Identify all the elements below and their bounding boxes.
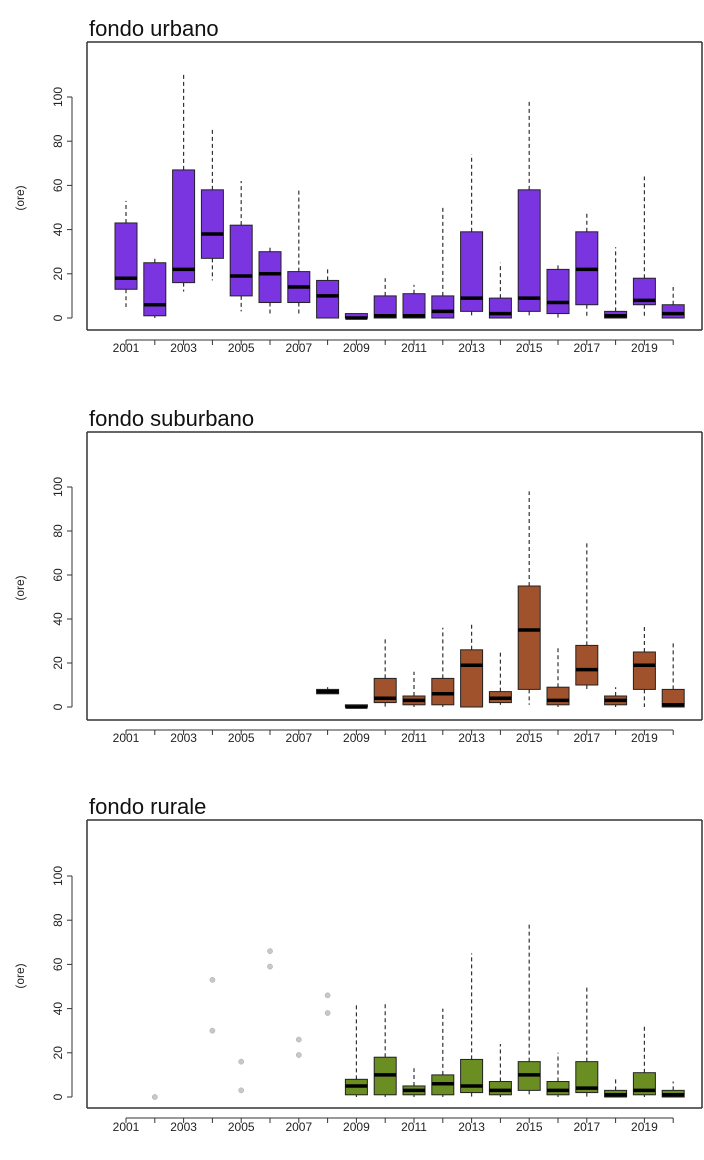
panel-2-box <box>517 585 541 690</box>
panel-1-box <box>632 277 656 306</box>
panel-3-x-tick-label: 2009 <box>343 1120 370 1134</box>
panel-1-x-tick-label: 2009 <box>343 341 370 355</box>
panel-3-point <box>209 977 216 983</box>
panel-2-y-tick-label: 20 <box>51 656 65 670</box>
panel-2-title: fondo suburbano <box>89 406 254 431</box>
panel-3-title: fondo rurale <box>89 794 206 819</box>
panel-3-x-tick-label: 2007 <box>285 1120 312 1134</box>
panel-1-box <box>143 262 167 317</box>
panel-2-x-tick-label: 2003 <box>170 731 197 745</box>
panel-1-y-tick-label: 80 <box>51 134 65 148</box>
panel-2-x-tick-label: 2001 <box>113 731 140 745</box>
panel-2-y-label: (ore) <box>13 575 27 600</box>
panel-1-x-tick-label: 2003 <box>170 341 197 355</box>
panel-3-box <box>575 1061 599 1094</box>
panel-2-x-tick-label: 2005 <box>228 731 255 745</box>
panel-3-point <box>324 1010 331 1016</box>
panel-2-y-tick-label: 40 <box>51 612 65 626</box>
panel-1-y-label: (ore) <box>13 185 27 210</box>
panel-3-x-tick-label: 2013 <box>458 1120 485 1134</box>
panel-2-y-tick-label: 0 <box>51 703 65 710</box>
panel-3-point <box>267 948 273 954</box>
panel-1-x-tick-label: 2017 <box>573 341 600 355</box>
panel-1-y-tick-label: 60 <box>51 178 65 192</box>
panel-3-box <box>488 1081 512 1096</box>
panel-1-box <box>460 231 484 312</box>
panel-3-x-tick-label: 2011 <box>401 1120 427 1134</box>
panel-1-x-tick-label: 2007 <box>285 341 312 355</box>
panel-2-x-tick-label: 2013 <box>458 731 485 745</box>
panel-3-y-tick-label: 20 <box>51 1046 65 1060</box>
panel-3-y-tick-label: 80 <box>51 913 65 927</box>
panel-2-box <box>661 688 685 708</box>
panel-1-title: fondo urbano <box>89 16 219 41</box>
panel-2-box <box>575 644 599 686</box>
panel-2-box <box>460 649 484 708</box>
panel-2-box <box>431 677 455 706</box>
panel-1-box <box>431 295 455 319</box>
panel-1-x-tick-label: 2013 <box>458 341 485 355</box>
panel-1-box <box>546 268 570 315</box>
panel-1-box <box>114 222 138 290</box>
panel-1-x-tick-label: 2011 <box>401 341 427 355</box>
panel-1-box <box>373 295 397 319</box>
panel-1-box <box>258 251 282 304</box>
panel-3-point <box>209 1027 216 1034</box>
panel-2-x-tick-label: 2009 <box>343 731 370 745</box>
panel-2-x-tick-label: 2017 <box>573 731 600 745</box>
panel-1-y-tick-label: 0 <box>51 314 65 321</box>
panel-1-box <box>316 279 340 319</box>
panel-1-box <box>517 189 541 312</box>
panel-2-x-tick-label: 2015 <box>516 731 543 745</box>
panel-2-box <box>546 686 570 706</box>
panel-1-box <box>200 189 224 259</box>
panel-3-x-tick-label: 2017 <box>573 1120 600 1134</box>
panel-2-y-tick-label: 60 <box>51 568 65 582</box>
panel-1-box <box>661 304 685 319</box>
panel-1-x-tick-label: 2001 <box>113 341 140 355</box>
panel-1-box <box>229 224 253 297</box>
panel-3-point <box>295 1036 302 1043</box>
panel-3-x-tick-label: 2015 <box>516 1120 543 1134</box>
panel-3-point <box>238 1087 245 1094</box>
panel-2-x-tick-label: 2011 <box>401 731 427 745</box>
panel-3-point <box>151 1094 158 1100</box>
panel-1-y-tick-label: 40 <box>51 223 65 237</box>
panel-2-x-tick-label: 2019 <box>631 731 658 745</box>
panel-3-y-tick-label: 100 <box>51 866 65 886</box>
panel-1-y-tick-label: 20 <box>51 267 65 281</box>
panel-3-y-tick-label: 40 <box>51 1002 65 1016</box>
panel-2-y-tick-label: 80 <box>51 524 65 538</box>
panel-3-x-tick-label: 2019 <box>631 1120 658 1134</box>
panel-1-x-tick-label: 2019 <box>631 341 658 355</box>
panel-2-x-tick-label: 2007 <box>285 731 312 745</box>
panel-3-point <box>267 963 273 970</box>
panel-3-point <box>238 1058 245 1065</box>
panel-3-x-tick-label: 2003 <box>170 1120 197 1134</box>
panel-3-x-tick-label: 2001 <box>113 1120 140 1134</box>
panel-1-x-tick-label: 2015 <box>516 341 543 355</box>
panel-1-x-tick-label: 2005 <box>228 341 255 355</box>
panel-3-point <box>324 992 331 999</box>
panel-1-box <box>402 293 426 319</box>
panel-3-box <box>546 1081 570 1096</box>
panel-3-point <box>295 1052 302 1058</box>
panel-1-box <box>172 169 196 284</box>
panel-3-x-tick-label: 2005 <box>228 1120 255 1134</box>
panel-3-y-tick-label: 60 <box>51 957 65 971</box>
panel-1-y-tick-label: 100 <box>51 87 65 107</box>
panel-2-box <box>632 651 656 690</box>
panel-3-y-label: (ore) <box>13 963 27 988</box>
panel-3-y-tick-label: 0 <box>51 1093 65 1100</box>
panel-2-y-tick-label: 100 <box>51 477 65 497</box>
